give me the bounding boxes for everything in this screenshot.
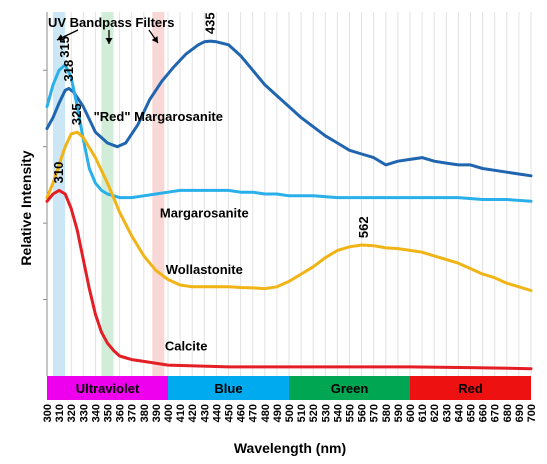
band-label-green: Green xyxy=(331,381,369,396)
series-line-wollastonite xyxy=(45,130,533,292)
x-axis-title: Wavelength (nm) xyxy=(234,440,346,456)
x-tick-label-330: 330 xyxy=(78,404,90,422)
x-tick-label-580: 580 xyxy=(381,404,393,422)
x-tick-label-310: 310 xyxy=(54,404,66,422)
x-tick-label-500: 500 xyxy=(284,404,296,422)
x-tick-label-510: 510 xyxy=(296,404,308,422)
x-tick-label-560: 560 xyxy=(357,404,369,422)
peak-label-562: 562 xyxy=(356,216,371,238)
x-tick-label-470: 470 xyxy=(248,404,260,422)
band-label-ultraviolet: Ultraviolet xyxy=(76,381,140,396)
annotation-uv-bandpass-filters: UV Bandpass Filters xyxy=(48,15,174,30)
y-axis-title: Relative Intensity xyxy=(18,150,34,265)
color-band-bar: Ultraviolet Blue Green Red xyxy=(47,376,531,400)
filter-annotation: UV Bandpass Filters xyxy=(48,15,174,44)
series-labels: "Red" Margarosanite Margarosanite Wollasto… xyxy=(94,109,249,353)
arrow-to-392-filter-head xyxy=(151,36,158,43)
x-tick-label-630: 630 xyxy=(441,404,453,422)
x-tick-label-410: 410 xyxy=(175,404,187,422)
arrow-to-310-filter-head xyxy=(57,34,64,41)
x-tick-label-340: 340 xyxy=(90,404,102,422)
series-line-red-margarosanite xyxy=(45,39,533,178)
series-label-calcite: Calcite xyxy=(165,339,208,354)
x-tick-label-490: 490 xyxy=(272,404,284,422)
peak-labels: 318 435 315 325 562 310 xyxy=(51,12,371,238)
x-tick-label-350: 350 xyxy=(103,404,115,422)
band-green xyxy=(289,376,410,400)
peak-label-310: 310 xyxy=(51,162,66,184)
x-tick-label-520: 520 xyxy=(308,404,320,422)
x-tick-label-300: 300 xyxy=(42,404,54,422)
x-tick-label-660: 660 xyxy=(478,404,490,422)
x-tick-label-430: 430 xyxy=(199,404,211,422)
series-label-red-margarosanite: "Red" Margarosanite xyxy=(94,109,223,124)
peak-label-315: 315 xyxy=(57,36,72,58)
x-tick-label-370: 370 xyxy=(127,404,139,422)
x-tick-label-360: 360 xyxy=(115,404,127,422)
peak-label-435: 435 xyxy=(202,12,217,34)
series-label-wollastonite: Wollastonite xyxy=(166,262,243,277)
peak-label-325: 325 xyxy=(69,103,84,125)
x-tick-label-680: 680 xyxy=(502,404,514,422)
x-tick-label-540: 540 xyxy=(332,404,344,422)
x-tick-label-320: 320 xyxy=(66,404,78,422)
band-blue xyxy=(168,376,289,400)
x-tick-label-590: 590 xyxy=(393,404,405,422)
band-label-blue: Blue xyxy=(214,381,242,396)
x-tick-label-610: 610 xyxy=(417,404,429,422)
x-tick-label-460: 460 xyxy=(236,404,248,422)
x-tick-label-530: 530 xyxy=(320,404,332,422)
x-tick-label-570: 570 xyxy=(369,404,381,422)
x-tick-label-650: 650 xyxy=(466,404,478,422)
x-tick-label-600: 600 xyxy=(405,404,417,422)
x-tick-label-670: 670 xyxy=(490,404,502,422)
x-tick-label-440: 440 xyxy=(211,404,223,422)
x-tick-label-390: 390 xyxy=(151,404,163,422)
vertical-gridlines xyxy=(46,12,532,376)
x-tick-label-700: 700 xyxy=(526,404,538,422)
x-tick-label-400: 400 xyxy=(163,404,175,422)
x-tick-label-550: 550 xyxy=(345,404,357,422)
arrow-to-350-filter-head xyxy=(105,38,113,44)
band-label-red: Red xyxy=(458,381,483,396)
x-tick-label-480: 480 xyxy=(260,404,272,422)
band-red xyxy=(410,376,531,400)
y-axis-ticks xyxy=(43,69,47,301)
x-tick-label-690: 690 xyxy=(514,404,526,422)
series-line-margarosanite xyxy=(45,63,533,203)
x-tick-label-380: 380 xyxy=(139,404,151,422)
band-ultraviolet xyxy=(47,376,168,400)
x-tick-label-420: 420 xyxy=(187,404,199,422)
x-tick-labels: 300 310 320 330 340 350 360 370 380 390 400 410 420 4… xyxy=(42,404,538,422)
x-tick-label-620: 620 xyxy=(429,404,441,422)
series-lines xyxy=(45,39,533,371)
x-tick-label-450: 450 xyxy=(224,404,236,422)
peak-label-318: 318 xyxy=(61,60,76,82)
series-line-calcite xyxy=(45,188,533,371)
series-label-margarosanite: Margarosanite xyxy=(160,206,249,221)
x-tick-label-640: 640 xyxy=(453,404,465,422)
